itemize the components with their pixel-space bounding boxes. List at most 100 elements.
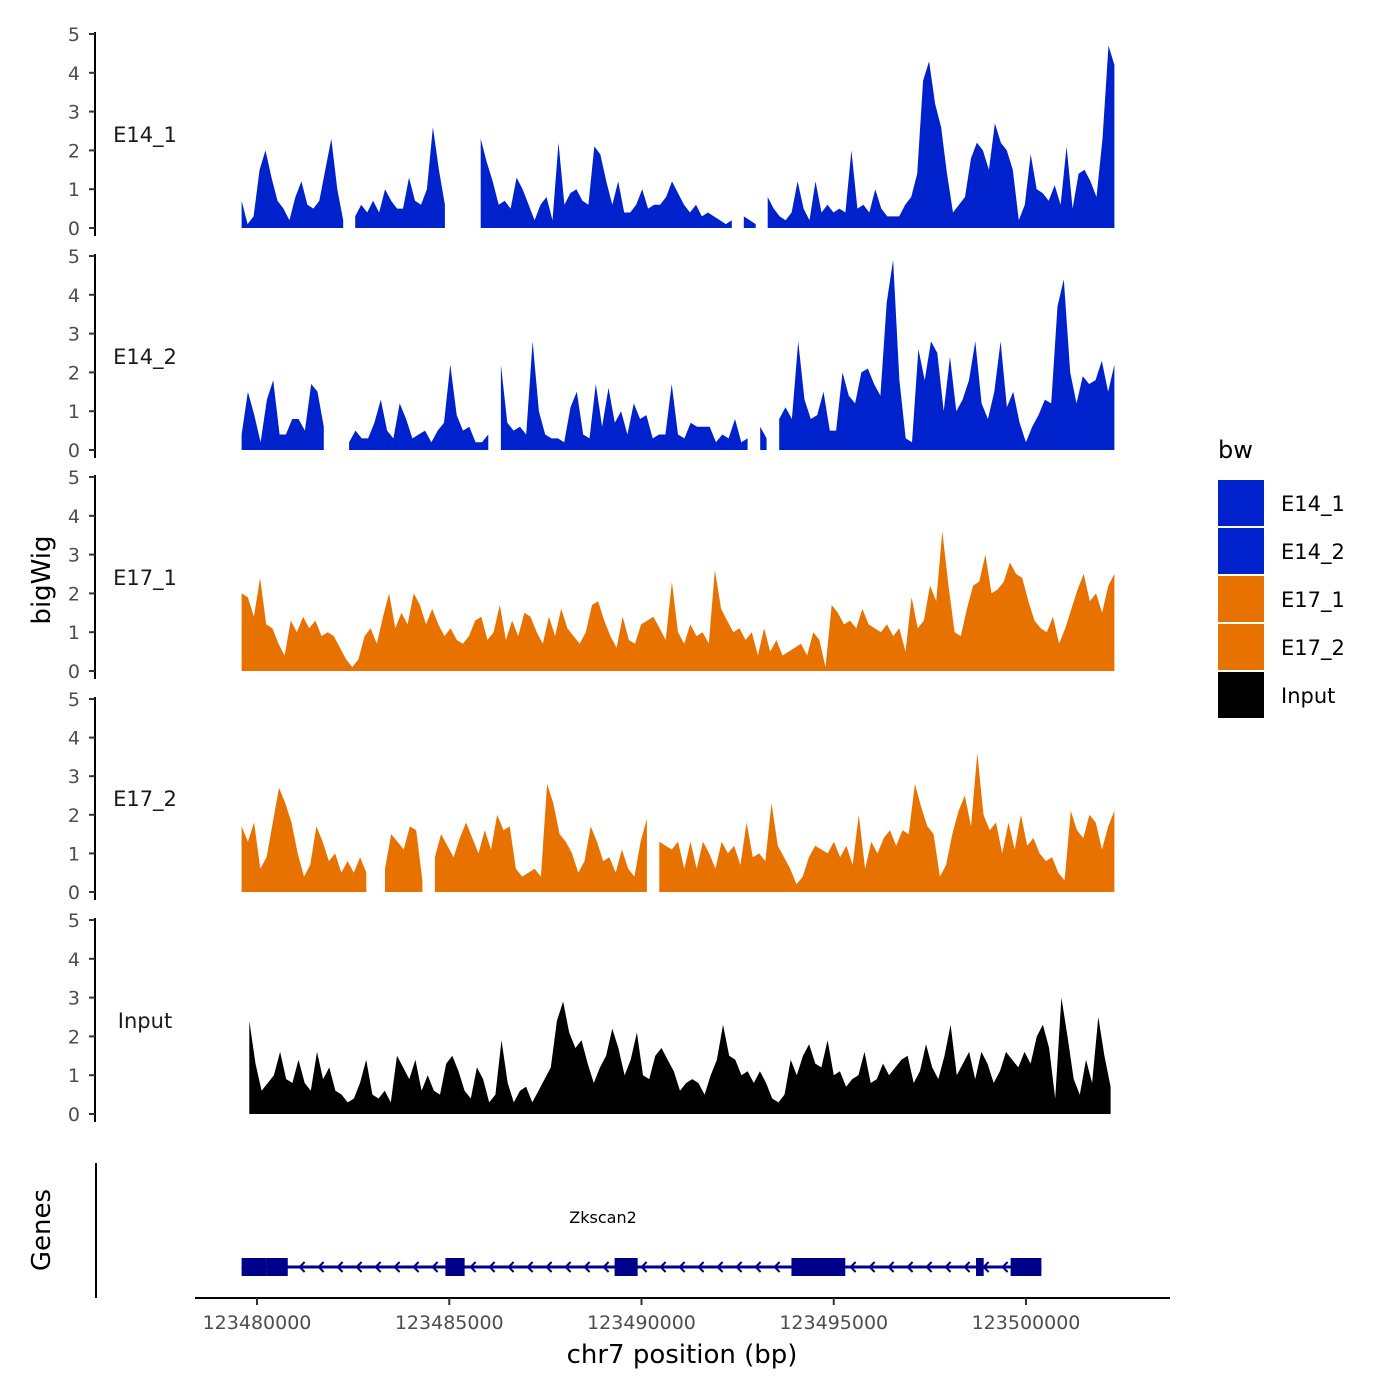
strand-arrow xyxy=(564,1261,572,1273)
strand-arrow xyxy=(355,1261,363,1273)
track-label: E17_2 xyxy=(113,787,177,812)
y-tick-label: 0 xyxy=(68,218,80,240)
y-tick-label: 1 xyxy=(68,622,80,644)
y-tick-label: 4 xyxy=(68,63,80,85)
strand-arrow xyxy=(735,1261,743,1273)
gene-exon xyxy=(614,1258,638,1276)
y-tick-label: 5 xyxy=(68,467,80,489)
signal-area-E17_2 xyxy=(385,826,423,892)
y-tick-label: 1 xyxy=(68,843,80,865)
y-tick-label: 2 xyxy=(68,805,80,827)
strand-arrow xyxy=(754,1261,762,1273)
signal-area-E17_2 xyxy=(434,783,647,892)
signal-area-E14_1 xyxy=(767,45,1115,228)
strand-arrow xyxy=(526,1261,534,1273)
y-tick-label: 4 xyxy=(68,506,80,528)
strand-arrow xyxy=(431,1261,439,1273)
track-E17_2: 0 1 2 3 4 5 E17_2 xyxy=(68,689,1115,904)
y-tick-label: 5 xyxy=(68,689,80,711)
y-tick-label: 2 xyxy=(68,140,80,162)
signal-area-E14_2 xyxy=(779,259,1115,450)
y-tick-label: 2 xyxy=(68,1026,80,1048)
strand-arrow xyxy=(488,1261,496,1273)
track-E17_1: 0 1 2 3 4 5 E17_1 xyxy=(68,467,1115,683)
legend-title: bw xyxy=(1218,436,1253,464)
strand-arrow xyxy=(868,1261,876,1273)
legend-key-E17_1 xyxy=(1218,576,1264,622)
strand-arrow xyxy=(944,1261,952,1273)
legend-label: E14_2 xyxy=(1281,540,1345,565)
strand-arrow xyxy=(507,1261,515,1273)
strand-arrow xyxy=(469,1261,477,1273)
strand-arrow xyxy=(545,1261,553,1273)
tracks-panel: 0 1 2 3 4 5 E14_1 0 1 2 3 4 5 E14_2 0 1 2 3 4 5 E17_1 0 1 2 3 4 5 E… xyxy=(68,24,1115,1126)
legend-key-E14_1 xyxy=(1218,480,1264,526)
track-E14_2: 0 1 2 3 4 5 E14_2 xyxy=(68,246,1115,462)
y-tick-label: 0 xyxy=(68,661,80,683)
legend-key-E14_2 xyxy=(1218,528,1264,574)
gene-glyphs: Zkscan2 xyxy=(241,1208,1042,1276)
genes-axis-title: Genes xyxy=(27,1189,57,1271)
genes-panel: Genes Zkscan2 xyxy=(27,1163,1042,1298)
strand-arrow xyxy=(678,1261,686,1273)
signal-area-E14_2 xyxy=(349,364,489,450)
strand-arrow xyxy=(697,1261,705,1273)
strand-arrow xyxy=(925,1261,933,1273)
signal-area-E14_1 xyxy=(355,127,445,228)
strand-arrow xyxy=(1001,1261,1009,1273)
strand-arrow xyxy=(583,1261,591,1273)
y-tick-label: 4 xyxy=(68,949,80,971)
y-tick-label: 1 xyxy=(68,179,80,201)
strand-arrow xyxy=(298,1261,306,1273)
gene-exon xyxy=(241,1258,267,1276)
legend: bw E14_1 E14_2 E17_1 E17_2 Input xyxy=(1218,436,1345,718)
legend-label: E14_1 xyxy=(1281,492,1345,517)
signal-area-E14_1 xyxy=(480,138,732,228)
strand-arrow xyxy=(336,1261,344,1273)
strand-arrow xyxy=(716,1261,724,1273)
y-tick-label: 4 xyxy=(68,728,80,750)
y-tick-label: 0 xyxy=(68,1104,80,1126)
track-E14_1: 0 1 2 3 4 5 E14_1 xyxy=(68,24,1115,240)
y-tick-label: 0 xyxy=(68,882,80,904)
signal-area-E17_2 xyxy=(659,753,1115,892)
strand-arrow xyxy=(374,1261,382,1273)
signal-area-E14_2 xyxy=(241,380,324,450)
strand-arrow xyxy=(887,1261,895,1273)
track-label: E14_2 xyxy=(113,345,177,370)
legend-label: Input xyxy=(1281,684,1335,708)
track-label: Input xyxy=(118,1009,172,1033)
gene-exon xyxy=(1010,1258,1042,1276)
gene-exon xyxy=(976,1258,984,1276)
strand-arrow xyxy=(412,1261,420,1273)
signal-area-E14_2 xyxy=(760,426,767,450)
gene-exon xyxy=(791,1258,846,1276)
track-label: E14_1 xyxy=(113,123,177,148)
y-tick-label: 5 xyxy=(68,246,80,268)
x-tick-label: 123480000 xyxy=(203,1312,312,1334)
strand-arrow xyxy=(640,1261,648,1273)
strand-arrow xyxy=(659,1261,667,1273)
y-tick-label: 3 xyxy=(68,324,80,346)
y-axis-title: bigWig xyxy=(27,535,57,624)
x-tick-label: 123490000 xyxy=(587,1312,696,1334)
strand-arrow xyxy=(773,1261,781,1273)
x-tick-label: 123485000 xyxy=(395,1312,504,1334)
strand-arrow xyxy=(849,1261,857,1273)
gene-exon xyxy=(445,1258,465,1276)
signal-area-E14_1 xyxy=(743,216,756,228)
y-tick-label: 3 xyxy=(68,545,80,567)
y-tick-label: 4 xyxy=(68,285,80,307)
y-tick-label: 3 xyxy=(68,988,80,1010)
signal-area-Input xyxy=(249,997,1111,1114)
strand-arrow xyxy=(906,1261,914,1273)
legend-key-Input xyxy=(1218,672,1264,718)
legend-label: E17_1 xyxy=(1281,588,1345,613)
signal-area-E17_2 xyxy=(241,787,367,892)
y-tick-label: 1 xyxy=(68,401,80,423)
x-tick-label: 123500000 xyxy=(972,1312,1081,1334)
legend-key-E17_2 xyxy=(1218,624,1264,670)
y-tick-label: 2 xyxy=(68,362,80,384)
x-tick-label: 123495000 xyxy=(779,1312,888,1334)
